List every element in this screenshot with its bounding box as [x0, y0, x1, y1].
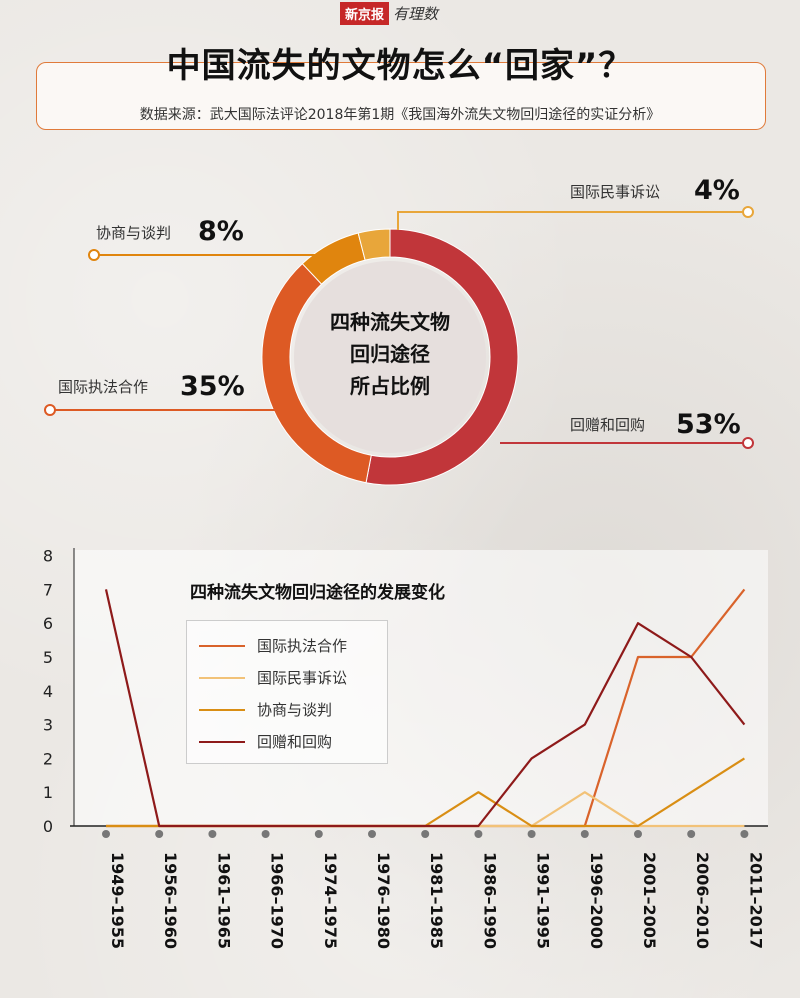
legend-label: 回赠和回购 [257, 733, 333, 751]
line-chart-legend: 国际执法合作 国际民事诉讼 协商与谈判 回赠和回购 [186, 620, 388, 764]
x-tick-dot [580, 830, 589, 838]
brand-name: 新京报 [340, 1, 390, 25]
x-tick-label: 2001–2005 [640, 852, 659, 949]
y-tick-label: 5 [43, 648, 53, 667]
x-tick-dot [421, 830, 430, 838]
x-tick-dot [474, 830, 483, 838]
x-tick-label: 1949–1955 [108, 852, 127, 949]
donut-slice [365, 228, 519, 486]
donut-center-text: 回归途径 [350, 342, 430, 366]
legend-swatch [199, 740, 245, 743]
legend-swatch [199, 676, 245, 679]
x-tick-dot [527, 830, 536, 838]
y-tick-label: 7 [43, 580, 53, 599]
donut-center-text: 所占比例 [350, 374, 430, 398]
slice-percent-label: 4% [694, 175, 740, 206]
callout-dot [742, 206, 754, 218]
x-tick-label: 1974–1975 [321, 852, 340, 949]
x-tick-label: 2011–2017 [746, 852, 765, 949]
slice-percent-label: 53% [676, 409, 741, 440]
x-tick-label: 1981–1985 [427, 852, 446, 949]
y-tick-label: 2 [43, 749, 53, 768]
callout-dot [742, 437, 754, 449]
x-tick-label: 1966–1970 [268, 852, 287, 949]
y-tick-label: 8 [43, 547, 53, 566]
x-tick-label: 2006–2010 [693, 852, 712, 949]
legend-swatch [199, 708, 245, 711]
x-tick-label: 1956–1960 [161, 852, 180, 949]
slice-name-label: 协商与谈判 [96, 224, 171, 242]
title-box [36, 62, 766, 130]
x-tick-dot [634, 830, 642, 838]
slice-name-label: 国际民事诉讼 [570, 183, 660, 201]
x-tick-dot [368, 830, 376, 838]
y-tick-label: 6 [43, 614, 53, 633]
y-tick-label: 4 [43, 682, 53, 701]
slice-name-label: 回赠和回购 [570, 416, 645, 434]
x-tick-label: 1986–1990 [480, 852, 499, 949]
x-tick-dot [155, 830, 164, 838]
data-source: 数据来源：武大国际法评论2018年第1期《我国海外流失文物回归途径的实证分析》 [139, 107, 661, 123]
legend-item: 回赠和回购 [199, 731, 332, 752]
callout-dot [44, 404, 56, 416]
brand-sub: 有理数 [393, 4, 439, 23]
slice-name-label: 国际执法合作 [58, 378, 148, 396]
y-tick-label: 3 [43, 716, 53, 735]
donut-center [294, 261, 486, 453]
x-tick-dot [740, 830, 749, 838]
legend-label: 国际民事诉讼 [257, 669, 348, 687]
page-title: 中国流失的文物怎么“回家”？ [166, 46, 634, 86]
slice-percent-label: 8% [198, 216, 244, 247]
donut-center-text: 四种流失文物 [330, 310, 450, 334]
brand-logo: 新京报 有理数 [340, 1, 439, 25]
slice-percent-label: 35% [180, 371, 245, 402]
y-tick-label: 1 [43, 783, 53, 802]
callout-dot [88, 249, 100, 261]
x-tick-label: 1961–1965 [214, 852, 233, 949]
x-tick-label: 1996–2000 [587, 852, 606, 949]
x-tick-dot [208, 830, 217, 838]
x-tick-dot [102, 830, 110, 838]
line-chart-title: 四种流失文物回归途径的发展变化 [190, 583, 445, 603]
legend-item: 国际民事诉讼 [199, 667, 347, 688]
callout-line [397, 211, 748, 230]
donut-slice [357, 228, 391, 261]
legend-item: 协商与谈判 [199, 699, 332, 720]
legend-swatch [199, 644, 245, 647]
x-tick-dot [687, 830, 696, 838]
x-tick-label: 1991–1995 [534, 852, 553, 949]
x-tick-dot [261, 830, 270, 838]
legend-label: 协商与谈判 [257, 701, 333, 719]
x-tick-dot [314, 830, 323, 838]
legend-item: 国际执法合作 [199, 635, 347, 656]
legend-label: 国际执法合作 [257, 637, 348, 655]
x-tick-label: 1976–1980 [374, 852, 393, 949]
y-tick-label: 0 [43, 817, 53, 836]
